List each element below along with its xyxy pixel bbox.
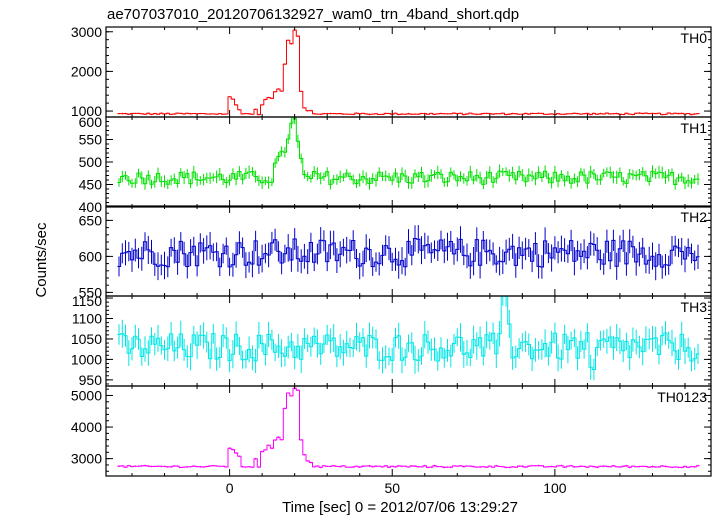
panel-label-th0123: TH0123 <box>657 389 707 405</box>
y-tick-label: 550 <box>79 132 103 148</box>
y-tick-label: 450 <box>79 177 103 193</box>
panel-label-th0: TH0 <box>681 30 708 46</box>
y-tick-label: 400 <box>79 199 103 215</box>
step-line-th3 <box>117 296 700 370</box>
step-line-th2 <box>117 238 700 268</box>
y-tick-label: 950 <box>79 372 103 388</box>
panel-frame <box>105 26 712 118</box>
y-tick-label: 1150 <box>72 293 102 309</box>
y-tick-label: 1100 <box>72 311 102 327</box>
panel-th2: 550 600 650 TH2 <box>79 205 712 300</box>
y-tick-label: 3000 <box>71 24 102 40</box>
y-tick-label: 500 <box>79 154 103 170</box>
y-tick-label: 600 <box>79 248 103 264</box>
y-tick-label: 600 <box>79 114 103 130</box>
y-tick-label: 1000 <box>71 103 102 119</box>
error-bars-th0123 <box>118 387 699 469</box>
panel-th3: 950 1000 1050 1100 1150 TH3 <box>71 293 712 388</box>
panel-label-th1: TH1 <box>681 120 708 136</box>
y-tick-label: 3000 <box>71 451 102 467</box>
chart-title: ae707037010_20120706132927_wam0_trn_4ban… <box>107 6 519 23</box>
series-th1 <box>117 117 700 190</box>
series-th0 <box>117 29 700 116</box>
error-bars-th2 <box>118 225 699 281</box>
step-line-th1 <box>117 117 700 185</box>
series-th3 <box>117 296 700 381</box>
step-line-th0 <box>117 29 700 116</box>
y-tick-label: 1050 <box>71 331 102 347</box>
series-th0123 <box>117 387 700 469</box>
step-line-th0123 <box>117 387 700 468</box>
panel-th0123: 3000 4000 5000 TH0123 <box>71 385 712 477</box>
error-bars-th3 <box>118 296 699 381</box>
y-axis-label: Counts/sec <box>33 222 50 298</box>
panel-label-th3: TH3 <box>681 299 708 315</box>
panel-th0: 1000 2000 3000 TH0 <box>71 24 712 119</box>
series-th2 <box>117 225 700 281</box>
y-tick-label: 650 <box>79 212 103 228</box>
y-tick-label: 550 <box>79 284 103 300</box>
panel-label-th2: TH2 <box>681 209 708 225</box>
x-tick-label: 100 <box>543 480 567 496</box>
panel-frame <box>105 385 712 477</box>
y-tick-label: 5000 <box>71 387 102 403</box>
y-tick-label: 1000 <box>71 351 102 367</box>
y-tick-label: 4000 <box>71 419 102 435</box>
panel-frame <box>105 116 712 208</box>
x-tick-label: 0 <box>226 480 234 496</box>
error-bars-th0 <box>118 29 699 116</box>
panel-th1: 400 450 500 550 600 TH1 <box>79 114 712 215</box>
y-tick-label: 2000 <box>71 63 102 79</box>
x-axis-label: Time [sec] 0 = 2012/07/06 13:29:27 <box>282 499 518 516</box>
x-tick-label: 50 <box>384 480 400 496</box>
